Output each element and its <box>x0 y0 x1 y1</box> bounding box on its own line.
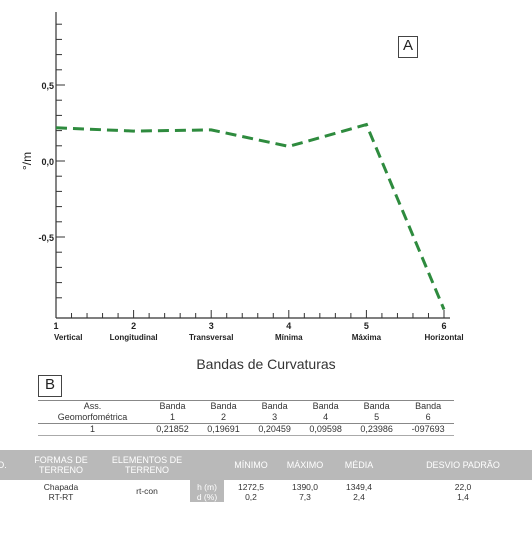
stats-cell: 0,21852 <box>147 423 199 436</box>
terrain-value: 1,4 <box>457 492 469 502</box>
stats-cell: 1 <box>38 423 148 436</box>
panel-label-b: B <box>38 375 62 397</box>
terrain-media-cell: 1349,4 2,4 <box>332 480 386 502</box>
stats-cell: 0,09598 <box>300 423 352 436</box>
terrain-elemento-text: rt-con <box>136 486 158 496</box>
terrain-header-cell: EO. <box>0 450 18 480</box>
band-statistics-table: Ass. Banda Banda Banda Banda Banda Banda… <box>38 400 454 436</box>
stats-header-cell: Banda <box>147 400 199 412</box>
terrain-value: 0,2 <box>245 492 257 502</box>
stats-cell: -097693 <box>402 423 454 436</box>
stats-header-cell: 1 <box>170 412 176 422</box>
terrain-value: 2,4 <box>353 492 365 502</box>
stats-header-cell: Ass. <box>38 400 148 412</box>
y-tick-label: -0,5 <box>38 233 54 243</box>
stats-header-cell: Banda <box>198 400 250 412</box>
terrain-header-cell: MÍNIMO <box>224 450 278 480</box>
panel-label-a: A <box>398 36 418 58</box>
y-axis-label: °/m <box>20 152 34 170</box>
terrain-header-row: EO. FORMAS DE TERRENO ELEMENTOS DE TERRE… <box>0 450 532 480</box>
stats-cell: 0,20459 <box>249 423 301 436</box>
stats-header-cell: Banda <box>249 400 301 412</box>
x-tick-number: 3 <box>209 321 214 331</box>
stats-header-cell: Banda <box>351 400 403 412</box>
terrain-value: 1272,5 <box>238 482 264 492</box>
curvature-line-chart: 0,5 0,0 -0,5 °/m 1 Vertical 2 Longitudinal 3 Tran… <box>20 12 464 342</box>
stats-header-top-row: Ass. Banda Banda Banda Banda Banda Banda <box>38 400 454 412</box>
stats-header-cell: 2 <box>221 412 227 422</box>
stats-header-cell: Banda <box>300 400 352 412</box>
terrain-header-cell <box>190 450 224 480</box>
x-tick-number: 1 <box>53 321 58 331</box>
stats-cell: 0,19691 <box>198 423 250 436</box>
series-line <box>55 122 446 311</box>
terrain-header-cell: DESVIO PADRÃO <box>386 450 532 480</box>
chart-series <box>55 122 446 311</box>
terrain-units-cell: h (m) d (%) <box>190 480 224 502</box>
terrain-header-cell: FORMAS DE TERRENO <box>18 450 104 480</box>
stats-header-bottom-row: Geomorfométrica 1 2 3 4 5 6 <box>38 412 454 424</box>
x-tick-label: Transversal <box>189 333 233 342</box>
y-tick-label: 0,0 <box>41 157 54 167</box>
stats-cell: 0,23986 <box>351 423 403 436</box>
terrain-desvio-cell: 22,0 1,4 <box>386 480 532 502</box>
y-tick-label: 0,5 <box>41 81 54 91</box>
terrain-value: 7,3 <box>299 492 311 502</box>
table-row: 1 0,21852 0,19691 0,20459 0,09598 0,2398… <box>38 423 454 436</box>
terrain-statistics-table: EO. FORMAS DE TERRENO ELEMENTOS DE TERRE… <box>0 450 532 502</box>
chart-ticks: 0,5 0,0 -0,5 °/m 1 Vertical 2 Longitudinal 3 Tran… <box>20 23 464 342</box>
x-tick-number: 4 <box>286 321 291 331</box>
stats-header-cell: 4 <box>323 412 329 422</box>
stats-header-cell: 5 <box>374 412 380 422</box>
terrain-value: 1349,4 <box>346 482 372 492</box>
x-tick-number: 5 <box>364 321 369 331</box>
terrain-forma-cell: Chapada RT-RT <box>18 480 104 502</box>
stats-header-cell: 3 <box>272 412 278 422</box>
x-tick-number: 2 <box>131 321 136 331</box>
terrain-unit-label: d (%) <box>196 492 218 502</box>
x-tick-label: Máxima <box>352 333 382 342</box>
table-row: Chapada RT-RT rt-con h (m) d (%) 1272,5 … <box>0 480 532 502</box>
x-axis-title: Bandas de Curvaturas <box>196 356 336 372</box>
terrain-value: 1390,0 <box>292 482 318 492</box>
terrain-minimo-cell: 1272,5 0,2 <box>224 480 278 502</box>
terrain-forma-line: Chapada <box>43 482 79 492</box>
terrain-elemento-cell: rt-con <box>104 480 190 502</box>
x-tick-number: 6 <box>441 321 446 331</box>
x-tick-label: Mínima <box>275 333 303 342</box>
terrain-maximo-cell: 1390,0 7,3 <box>278 480 332 502</box>
terrain-value: 22,0 <box>454 482 472 492</box>
stats-header-cell: Geomorfométrica <box>57 412 128 422</box>
terrain-forma-line: RT-RT <box>48 492 74 502</box>
x-tick-label: Vertical <box>54 333 82 342</box>
terrain-header-cell: MÁXIMO <box>278 450 332 480</box>
stats-header-cell: 6 <box>425 412 431 422</box>
terrain-unit-label: h (m) <box>197 482 217 492</box>
chart-axes <box>55 12 450 319</box>
terrain-header-cell: MÉDIA <box>332 450 386 480</box>
x-tick-label: Longitudinal <box>110 333 158 342</box>
stats-header-cell: Banda <box>402 400 454 412</box>
terrain-header-cell: ELEMENTOS DE TERRENO <box>104 450 190 480</box>
x-tick-label: Horizontal <box>424 333 463 342</box>
